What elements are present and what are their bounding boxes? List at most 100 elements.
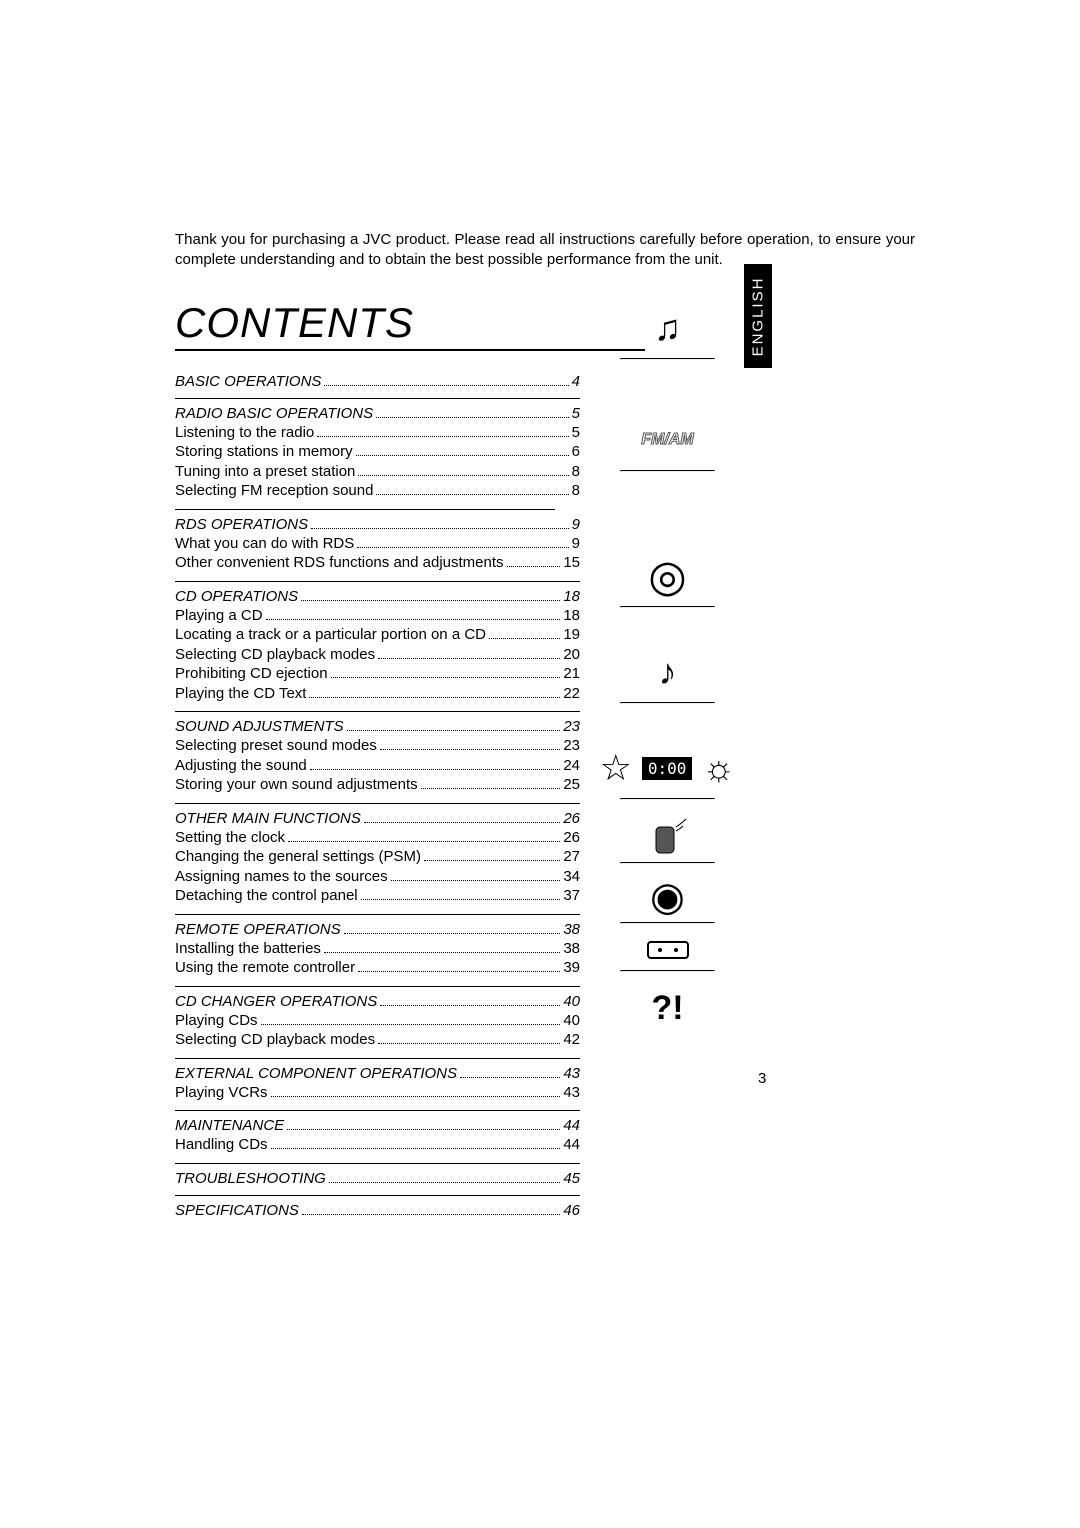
section-page: 23 (563, 718, 580, 735)
leader-dots (380, 749, 561, 750)
clock-icon: ☆ 0:00 ☼ (633, 738, 703, 798)
section-title: TROUBLESHOOTING (175, 1170, 326, 1187)
section-title: MAINTENANCE (175, 1117, 284, 1134)
sub-page: 6 (572, 442, 580, 462)
leader-dots (331, 677, 561, 678)
icon-rule (620, 702, 715, 704)
section-icon-row: ?! (620, 978, 715, 1038)
sub-title: Tuning into a preset station (175, 462, 355, 482)
section-page: 5 (572, 405, 580, 422)
table-of-contents: BASIC OPERATIONS 4 RADIO BASIC OPERATION… (175, 373, 580, 1219)
leader-dots (391, 880, 561, 881)
language-tab: ENGLISH (744, 264, 772, 368)
sub-page: 39 (563, 958, 580, 978)
icon-rule (620, 798, 715, 800)
remote-icon (633, 812, 703, 862)
toc-sub: Detaching the control panel 37 (175, 886, 580, 906)
toc-sub: Adjusting the sound 24 (175, 756, 580, 776)
section-title: RADIO BASIC OPERATIONS (175, 405, 373, 422)
sub-page: 37 (563, 886, 580, 906)
section-icon-row: FM/AM (620, 410, 715, 472)
section-rule (175, 711, 580, 712)
toc-section: SOUND ADJUSTMENTS23 Selecting preset sou… (175, 718, 580, 795)
toc-section: RDS OPERATIONS9 What you can do with RDS… (175, 516, 580, 573)
sub-page: 42 (563, 1030, 580, 1050)
toc-sub: Setting the clock26 (175, 828, 580, 848)
section-title: BASIC OPERATIONS (175, 373, 321, 390)
icon-rule (620, 470, 715, 472)
section-title: OTHER MAIN FUNCTIONS (175, 810, 361, 827)
section-rule (175, 1058, 580, 1059)
section-page: 40 (563, 993, 580, 1010)
toc-sub: Prohibiting CD ejection21 (175, 664, 580, 684)
leader-dots (324, 385, 568, 386)
sub-title: Storing stations in memory (175, 442, 353, 462)
sub-title: Installing the batteries (175, 939, 321, 959)
sub-title: Detaching the control panel (175, 886, 358, 906)
icon-rule (620, 862, 715, 864)
sub-title: Playing the CD Text (175, 684, 306, 704)
toc-sub: Selecting CD playback modes 20 (175, 645, 580, 665)
page-number: 3 (758, 1070, 766, 1087)
sub-title: Handling CDs (175, 1135, 268, 1155)
section-title: CD CHANGER OPERATIONS (175, 993, 377, 1010)
section-title: RDS OPERATIONS (175, 516, 308, 533)
leader-dots (357, 547, 568, 548)
section-title: EXTERNAL COMPONENT OPERATIONS (175, 1065, 457, 1082)
icon-rule (620, 922, 715, 924)
contents-heading: CONTENTS (175, 299, 645, 351)
leader-dots (378, 658, 560, 659)
toc-sub: Using the remote controller39 (175, 958, 580, 978)
leader-dots (376, 494, 568, 495)
toc-sub: Playing a CD18 (175, 606, 580, 626)
leader-dots (266, 619, 561, 620)
sub-page: 34 (563, 867, 580, 887)
section-rule (175, 803, 580, 804)
sub-page: 9 (572, 534, 580, 554)
section-header: BASIC OPERATIONS 4 (175, 373, 580, 390)
sub-title: Setting the clock (175, 828, 285, 848)
section-icon-row: ☆ 0:00 ☼ (620, 738, 715, 800)
language-label: ENGLISH (750, 276, 767, 356)
sub-page: 25 (563, 775, 580, 795)
leader-dots (356, 455, 569, 456)
toc-sub: Playing the CD Text22 (175, 684, 580, 704)
leader-dots (302, 1214, 560, 1215)
sub-page: 15 (563, 553, 580, 573)
leader-dots (347, 730, 561, 731)
section-page: 4 (572, 373, 580, 390)
toc-sub: Installing the batteries38 (175, 939, 580, 959)
leader-dots (311, 528, 569, 529)
section-title: CD OPERATIONS (175, 588, 298, 605)
leader-dots (507, 566, 561, 567)
section-title: SPECIFICATIONS (175, 1202, 299, 1219)
sub-title: Playing VCRs (175, 1083, 268, 1103)
sub-page: 20 (563, 645, 580, 665)
section-rule (175, 914, 580, 915)
section-rule (175, 398, 580, 399)
toc-sub: Storing stations in memory 6 (175, 442, 580, 462)
section-divider (175, 509, 555, 510)
sub-page: 24 (563, 756, 580, 776)
section-page: 26 (563, 810, 580, 827)
section-icon-row: ♪ (620, 642, 715, 704)
toc-sub: Selecting FM reception sound8 (175, 481, 580, 501)
sub-title: Listening to the radio (175, 423, 314, 443)
section-icon-row: ◎ (620, 546, 715, 608)
sub-title: Selecting CD playback modes (175, 645, 375, 665)
toc-section: MAINTENANCE44 Handling CDs44 (175, 1117, 580, 1155)
clock-display: 0:00 (642, 757, 693, 780)
leader-dots (344, 933, 561, 934)
leader-dots (287, 1129, 560, 1130)
section-icon-row (620, 930, 715, 972)
leader-dots (460, 1077, 560, 1078)
section-page: 43 (563, 1065, 580, 1082)
leader-dots (261, 1024, 561, 1025)
sub-title: Adjusting the sound (175, 756, 307, 776)
toc-section: TROUBLESHOOTING45 (175, 1170, 580, 1187)
toc-sub: Assigning names to the sources34 (175, 867, 580, 887)
leader-dots (358, 475, 568, 476)
sub-page: 21 (563, 664, 580, 684)
leader-dots (310, 769, 561, 770)
sub-page: 19 (563, 625, 580, 645)
